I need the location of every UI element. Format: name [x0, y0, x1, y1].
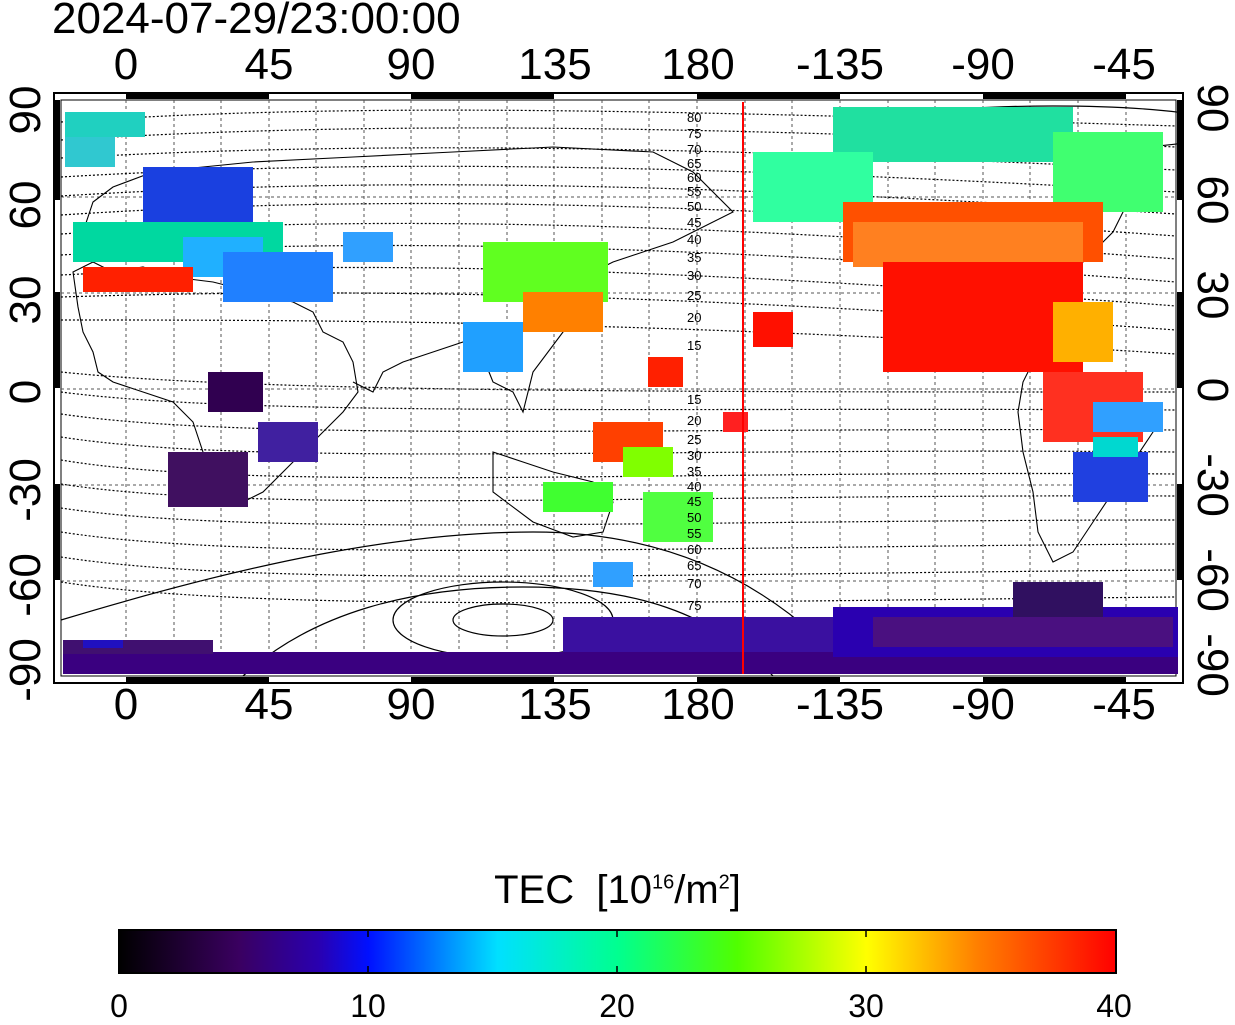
left-tick-label: 0: [1, 380, 50, 404]
svg-text:50: 50: [687, 199, 701, 214]
svg-text:20: 20: [687, 413, 701, 428]
svg-text:35: 35: [687, 464, 701, 479]
top-tick-label: 0: [113, 40, 139, 89]
left-latitude-axis: 90 60 30 0 -30 -60 -90: [1, 86, 50, 700]
bottom-tick-label: 45: [244, 680, 294, 729]
bottom-tick-label: 90: [386, 680, 436, 729]
svg-text:75: 75: [687, 598, 701, 613]
bottom-tick-label: -90: [951, 680, 1015, 729]
colorbar-tick-label: 10: [350, 988, 386, 1024]
right-tick-label: 30: [1188, 271, 1235, 320]
top-tick-label: -135: [795, 40, 885, 89]
svg-text:75: 75: [687, 126, 701, 141]
svg-text:50: 50: [687, 510, 701, 525]
left-tick-label: 90: [1, 86, 50, 135]
top-tick-label: 45: [244, 40, 294, 89]
left-tick-label: -30: [1, 458, 50, 522]
left-tick-label: -90: [1, 638, 50, 700]
svg-text:55: 55: [687, 184, 701, 199]
right-tick-label: -90: [1188, 633, 1235, 697]
map-title: 2024-07-29/23:00:00: [52, 0, 461, 43]
colorbar-title-unit-open: [10: [596, 868, 652, 912]
colorbar-title-exp2: 2: [718, 871, 730, 894]
svg-text:70: 70: [687, 576, 701, 591]
svg-text:45: 45: [687, 215, 701, 230]
colorbar-title-main: TEC: [494, 868, 575, 912]
colorbar-title: TEC [1016/m2]: [0, 868, 1235, 913]
left-tick-label: 30: [1, 276, 50, 325]
tec-data-patches: [63, 107, 1178, 674]
svg-text:80: 80: [687, 110, 701, 125]
colorbar-tick-label: 30: [848, 988, 884, 1024]
svg-text:60: 60: [687, 542, 701, 557]
right-tick-label: 60: [1188, 176, 1235, 225]
right-latitude-axis: 90 60 30 0 -30 -60 -90: [1188, 84, 1235, 697]
svg-text:40: 40: [687, 232, 701, 247]
left-tick-label: -60: [1, 553, 50, 617]
svg-text:65: 65: [687, 156, 701, 171]
top-tick-label: -90: [951, 40, 1015, 89]
svg-text:65: 65: [687, 558, 701, 573]
frame-border-bars: [54, 93, 1183, 683]
svg-text:40: 40: [687, 479, 701, 494]
top-tick-label: 135: [518, 40, 592, 89]
right-tick-label: 0: [1188, 378, 1235, 402]
svg-text:60: 60: [687, 170, 701, 185]
svg-text:15: 15: [687, 392, 701, 407]
svg-text:35: 35: [687, 250, 701, 265]
right-tick-label: -60: [1188, 548, 1235, 612]
contour-labels-south: 15 20 25 30 35 40 45 50 55 60 65 70 75: [687, 392, 701, 613]
svg-text:30: 30: [687, 268, 701, 283]
svg-text:45: 45: [687, 494, 701, 509]
magnetic-contours: [60, 109, 1177, 604]
svg-text:20: 20: [687, 310, 701, 325]
svg-text:30: 30: [687, 448, 701, 463]
top-tick-label: 180: [661, 40, 735, 89]
left-tick-label: 60: [1, 181, 50, 230]
bottom-tick-label: -135: [795, 680, 885, 729]
contour-labels-north: 80 75 70 65 60 55 50 45 40 35 30 25 20 1…: [687, 110, 701, 353]
bottom-tick-label: 180: [661, 680, 735, 729]
colorbar-tick-label: 0: [110, 988, 128, 1024]
svg-text:25: 25: [687, 288, 701, 303]
bottom-tick-label: 135: [518, 680, 592, 729]
top-tick-label: 90: [386, 40, 436, 89]
svg-text:55: 55: [687, 526, 701, 541]
colorbar-title-unit-close: ]: [729, 868, 741, 912]
svg-text:25: 25: [687, 432, 701, 447]
bottom-tick-label: 0: [113, 680, 139, 729]
colorbar-ticks: [367, 930, 867, 973]
map-inner-frame: [60, 99, 1177, 677]
colorbar-title-unit-mid: /m: [674, 868, 719, 912]
right-tick-label: -30: [1188, 453, 1235, 517]
colorbar-tick-label: 40: [1096, 988, 1132, 1024]
svg-text:15: 15: [687, 338, 701, 353]
top-tick-label: -45: [1092, 40, 1156, 89]
right-tick-label: 90: [1188, 84, 1235, 133]
colorbar-title-exp1: 16: [651, 871, 675, 894]
colorbar-tick-label: 20: [599, 988, 635, 1024]
svg-text:70: 70: [687, 142, 701, 157]
tec-map: 80 75 70 65 60 55 50 45 40 35 30 25 20 1…: [53, 92, 1184, 684]
colorbar: [118, 929, 1117, 974]
bottom-tick-label: -45: [1092, 680, 1156, 729]
